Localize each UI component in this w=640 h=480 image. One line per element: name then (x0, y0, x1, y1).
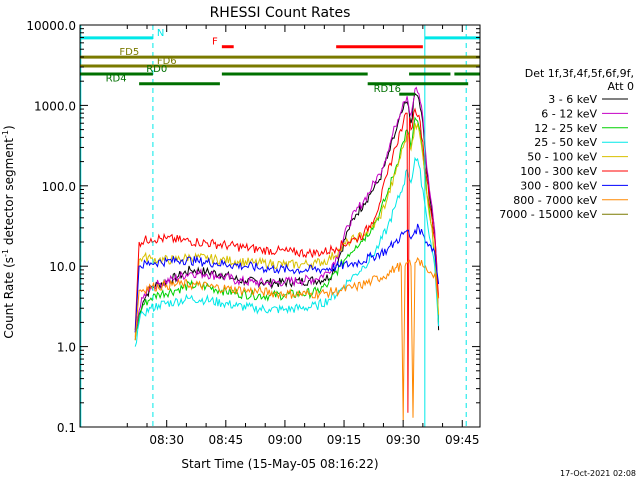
chart-title: RHESSI Count Rates (210, 5, 351, 21)
series-line-6 (134, 223, 440, 333)
axes: 08:30 08:45 09:00 09:15 09:30 09:45 10000.0 100… (26, 19, 480, 447)
x-axis-label: Start Time (15-May-05 08:16:22) (181, 457, 378, 471)
x-tick-label-0: 08:30 (149, 433, 184, 447)
legend-label-0: 3 - 6 keV (548, 93, 597, 106)
flag-label-0: N (157, 28, 164, 39)
y-axis-label-main: Count Rate (s (2, 257, 16, 339)
flag-label-1: F (212, 37, 218, 48)
y-tick-label-5: 0.1 (57, 421, 76, 435)
series-line-7 (134, 257, 440, 421)
svg-text:Count Rate (s-1 detector segme: Count Rate (s-1 detector segment-1) (1, 125, 16, 338)
timestamp: 17-Oct-2021 02:08 (560, 469, 636, 478)
flag-label-2: FD5 (119, 47, 139, 58)
plot-frame (79, 24, 481, 428)
series-line-5 (134, 107, 440, 413)
x-tick-label-3: 09:15 (327, 433, 362, 447)
legend-header-0: Det 1f,3f,4f,5f,6f,9f, (525, 67, 634, 80)
flag-label-5: RD4 (106, 74, 127, 85)
legend-label-5: 100 - 300 keV (520, 165, 597, 178)
plot-inner (80, 25, 480, 427)
y-axis-label-sup2: -1 (1, 130, 10, 138)
series-line-4 (134, 122, 440, 338)
x-tick-label-5: 09:45 (445, 433, 480, 447)
x-tick-label-1: 08:45 (209, 433, 244, 447)
legend-label-6: 300 - 800 keV (520, 179, 597, 192)
legend-label-1: 6 - 12 keV (541, 107, 597, 120)
x-tick-label-2: 09:00 (268, 433, 303, 447)
y-tick-label-3: 10.0 (49, 260, 76, 274)
flag-label-6: RD16 (374, 84, 401, 95)
x-tick-label-4: 09:30 (386, 433, 421, 447)
y-tick-label-2: 100.0 (42, 180, 76, 194)
legend-label-2: 12 - 25 keV (534, 122, 597, 135)
y-axis-label-sup1: -1 (1, 249, 10, 257)
legend-label-7: 800 - 7000 keV (513, 194, 597, 207)
legend-label-8: 7000 - 15000 keV (499, 208, 597, 221)
y-tick-label-1: 1000.0 (34, 99, 76, 113)
series-line-1 (134, 86, 440, 333)
flag-label-4: RD0 (146, 64, 167, 75)
y-axis-label-mid: detector segment (2, 138, 16, 249)
y-tick-label-0: 10000.0 (26, 19, 76, 33)
y-tick-label-4: 1.0 (57, 341, 76, 355)
y-axis-label: Count Rate (s-1 detector segment-1) (1, 125, 16, 338)
legend-label-4: 50 - 100 keV (527, 151, 597, 164)
legend-label-3: 25 - 50 keV (534, 136, 597, 149)
series-line-3 (134, 156, 440, 347)
legend-header-1: Att 0 (608, 80, 634, 93)
y-axis-label-end: ) (2, 125, 16, 130)
flag-label-3: FD6 (157, 56, 177, 67)
